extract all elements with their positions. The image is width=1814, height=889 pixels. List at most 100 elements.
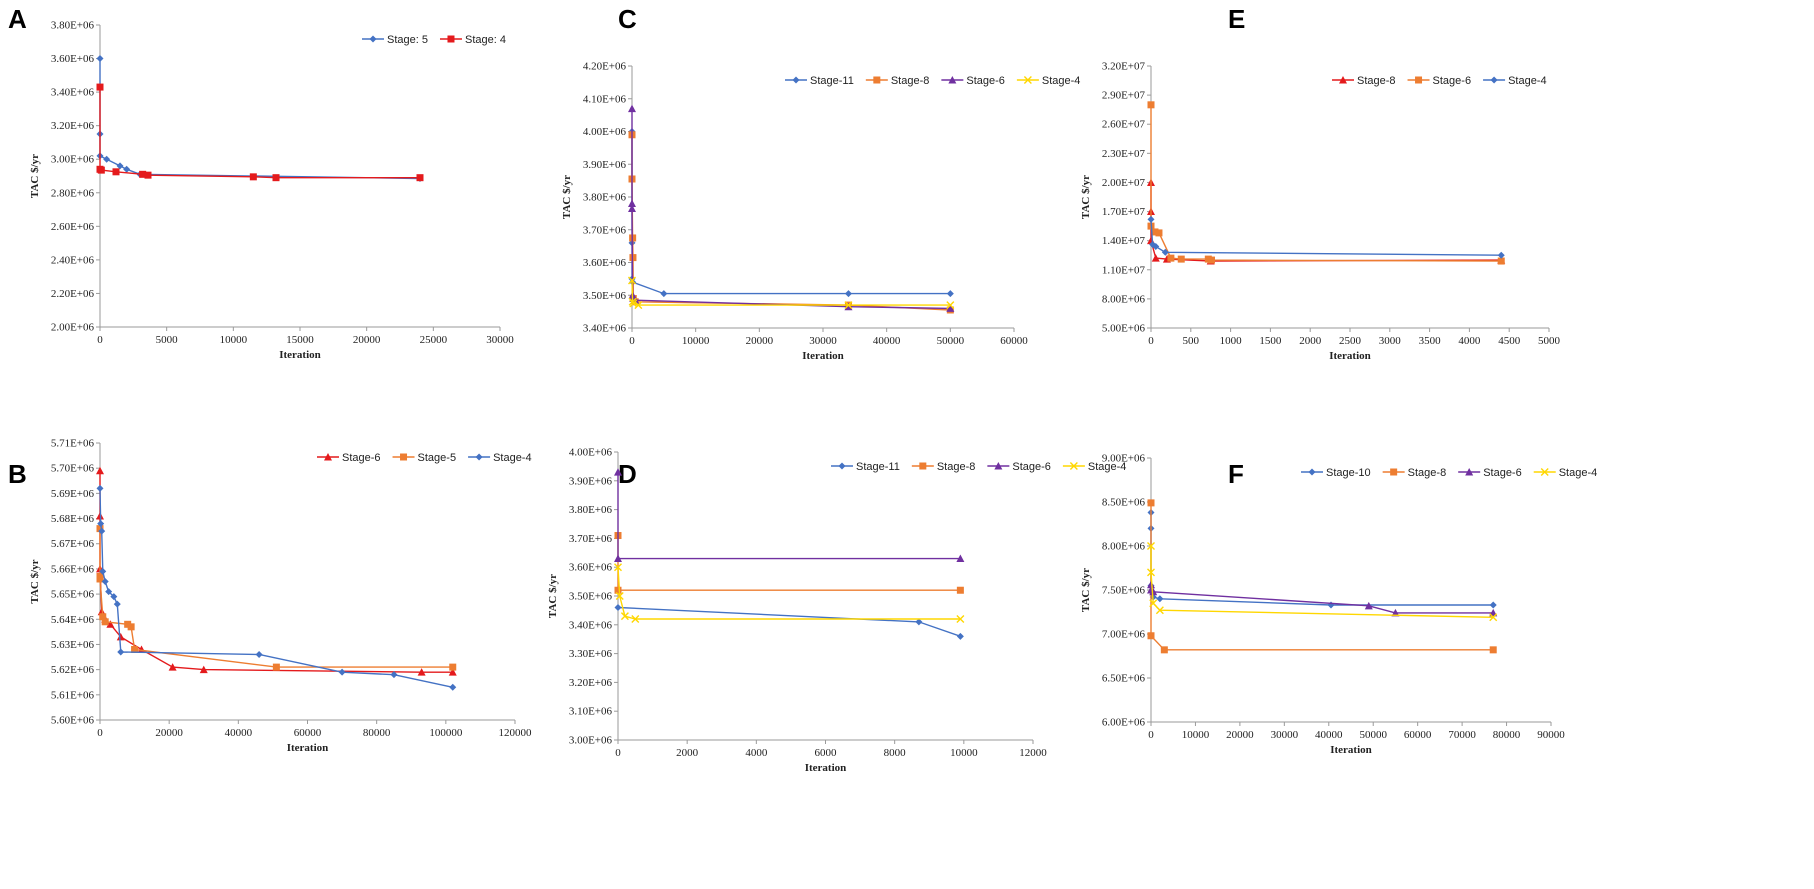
chart-a-data-point <box>139 170 147 178</box>
chart-d-data-point <box>915 618 923 626</box>
chart-c-y-tick-label: 3.60E+06 <box>583 257 627 269</box>
chart-e-y-tick-label: 3.20E+07 <box>1102 61 1146 73</box>
chart-d-data-point <box>956 632 964 640</box>
chart-d-x-tick-label: 12000 <box>1019 747 1047 759</box>
chart-e-data-point <box>1147 101 1155 109</box>
chart-e-legend-marker <box>1339 76 1347 84</box>
chart-b-data-point <box>417 668 426 676</box>
chart-c-data-point <box>660 290 668 298</box>
chart-d-x-tick-label: 2000 <box>676 747 699 759</box>
chart-a-data-point <box>112 168 120 176</box>
chart-d-legend-label: Stage-11 <box>856 461 900 473</box>
panel-letter-d: D <box>618 459 637 489</box>
chart-d-data-point <box>614 563 622 572</box>
chart-d-y-tick-label: 3.20E+06 <box>569 677 613 689</box>
chart-e-data-point <box>1161 248 1169 256</box>
chart-d-series-0 <box>614 604 964 640</box>
chart-f-legend-label: Stage-10 <box>1326 467 1371 479</box>
chart-b-legend-marker <box>324 453 332 461</box>
chart-b-y-tick-label: 5.68E+06 <box>51 513 95 525</box>
chart-e-y-tick-label: 2.00E+07 <box>1102 177 1146 189</box>
chart-f-legend: Stage-10 Stage-8 Stage-6 Stage-4 <box>1301 467 1597 479</box>
chart-c-data-point <box>844 290 852 298</box>
chart-e-x-tick-label: 3500 <box>1419 335 1442 347</box>
chart-d-legend-marker <box>919 462 927 470</box>
chart-c-x-tick-label: 40000 <box>873 335 901 347</box>
chart-c-data-point <box>628 104 636 113</box>
chart-e-x-tick-label: 3000 <box>1379 335 1402 347</box>
chart-a-data-point <box>116 162 124 170</box>
chart-b-x-tick-label: 0 <box>97 727 103 739</box>
chart-b-x-tick-label: 80000 <box>363 727 391 739</box>
chart-f-x-tick-label: 30000 <box>1271 729 1299 741</box>
chart-c-legend-marker <box>948 76 957 84</box>
chart-f-data-point <box>1147 632 1155 640</box>
chart-f-data-point <box>1489 601 1497 609</box>
chart-f-data-point <box>1149 587 1158 596</box>
chart-f-data-point <box>1489 646 1497 654</box>
chart-c-x-tick-label: 0 <box>629 335 635 347</box>
chart-b-data-point <box>113 600 121 608</box>
chart-c-x-axis-title: Iteration <box>802 350 844 362</box>
chart-c-series-2 <box>628 104 955 312</box>
chart-d-legend-marker <box>1069 462 1078 470</box>
chart-c-y-tick-label: 3.50E+06 <box>583 290 627 302</box>
chart-d-y-tick-label: 3.70E+06 <box>569 533 613 545</box>
chart-f-series-1 <box>1147 499 1497 654</box>
chart-d-y-tick-label: 3.30E+06 <box>569 648 613 660</box>
chart-b-data-point <box>110 593 118 601</box>
chart-b-x-tick-label: 20000 <box>155 727 183 739</box>
chart-e: 5.00E+06 8.00E+06 1.10E+07 1.40E+07 1.70E+07… <box>1080 61 1561 363</box>
chart-b-x-tick-label: 60000 <box>294 727 322 739</box>
chart-c-series-line <box>631 134 951 311</box>
chart-d-series-3 <box>614 563 965 624</box>
chart-b-data-point <box>101 578 109 585</box>
chart-f-x-axis-title: Iteration <box>1330 744 1372 756</box>
chart-e-x-tick-label: 1000 <box>1220 335 1243 347</box>
chart-b-data-point <box>272 663 280 671</box>
chart-d-legend-label: Stage-6 <box>1012 461 1051 473</box>
chart-f-x-tick-label: 80000 <box>1493 729 1521 741</box>
chart-b-data-point <box>255 651 263 659</box>
chart-d-data-point <box>956 615 965 624</box>
chart-f-legend-marker <box>1465 468 1474 476</box>
chart-a-data-point <box>96 83 104 91</box>
chart-c-legend-label: Stage-6 <box>966 75 1005 87</box>
chart-a-x-tick-label: 20000 <box>353 334 381 346</box>
chart-d-data-point <box>614 604 622 612</box>
chart-f-y-tick-label: 6.50E+06 <box>1102 673 1146 685</box>
chart-f-x-tick-label: 10000 <box>1182 729 1210 741</box>
chart-a-y-tick-label: 2.00E+06 <box>51 322 95 334</box>
chart-a-x-tick-label: 15000 <box>286 334 314 346</box>
chart-d-legend-marker <box>838 462 846 470</box>
panel-letter-e: E <box>1228 4 1245 34</box>
chart-f-y-tick-label: 8.50E+06 <box>1102 497 1146 509</box>
chart-b-y-tick-label: 5.61E+06 <box>51 689 95 701</box>
chart-b-x-tick-label: 120000 <box>499 727 533 739</box>
chart-e-x-axis-title: Iteration <box>1329 350 1371 362</box>
chart-c-series-1 <box>628 131 954 314</box>
chart-e-legend: Stage-8 Stage-6 Stage-4 <box>1332 75 1547 87</box>
chart-b-x-axis-title: Iteration <box>287 742 329 754</box>
chart-f-data-point <box>1155 606 1164 615</box>
chart-b: 5.60E+06 5.61E+06 5.62E+06 5.63E+06 5.64E+06… <box>29 438 532 755</box>
chart-b-data-point <box>449 683 457 691</box>
chart-d-y-tick-label: 4.00E+06 <box>569 447 613 459</box>
chart-f-data-point <box>1147 568 1155 577</box>
chart-d-x-axis-title: Iteration <box>805 762 847 774</box>
chart-c-legend-label: Stage-8 <box>891 75 930 87</box>
chart-f-series-3 <box>1147 542 1498 622</box>
chart-a-y-tick-label: 2.40E+06 <box>51 254 95 266</box>
chart-b-data-point <box>127 623 135 631</box>
chart-a-series-1 <box>96 83 424 182</box>
chart-a-legend-marker <box>369 35 377 43</box>
chart-b-series-1 <box>96 525 457 671</box>
chart-c-data-point <box>628 276 636 285</box>
chart-e-x-tick-label: 500 <box>1183 335 1200 347</box>
chart-f-data-point <box>1489 613 1498 622</box>
chart-c-legend: Stage-11 Stage-8 Stage-6 Stage-4 <box>785 75 1080 87</box>
chart-a-legend-marker <box>447 35 455 43</box>
chart-a-series-line <box>99 87 420 179</box>
chart-f-legend-marker <box>1308 468 1316 476</box>
chart-b-data-point <box>96 525 104 533</box>
